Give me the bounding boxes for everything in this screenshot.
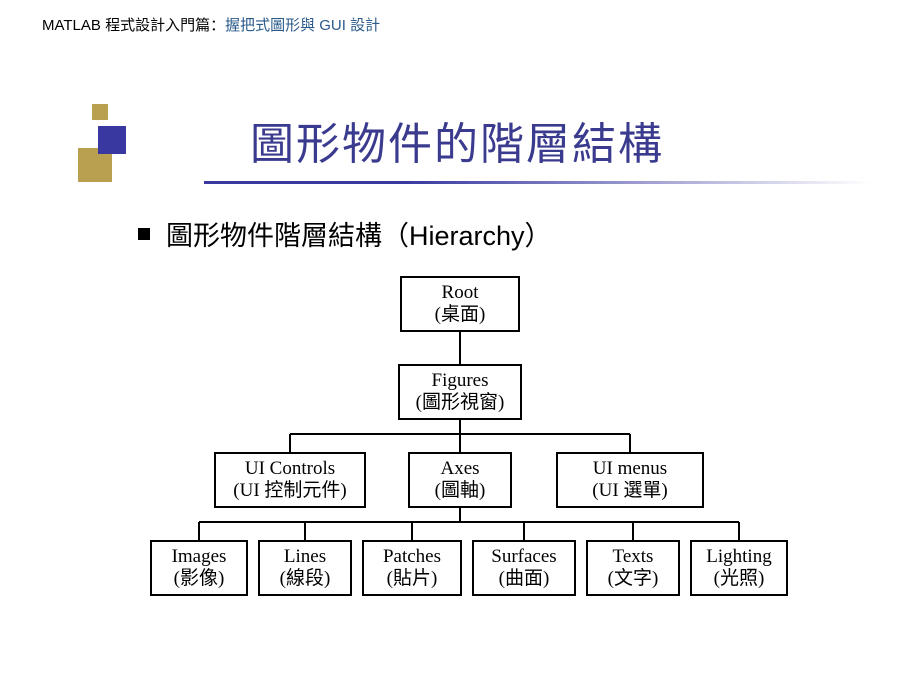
tree-node-uictrl: UI Controls(UI 控制元件) [214,452,366,508]
node-label-zh: (UI 選單) [564,480,696,502]
tree-node-surfaces: Surfaces(曲面) [472,540,576,596]
node-label-en: Figures [406,370,514,392]
node-label-en: Surfaces [480,546,568,568]
tree-node-figures: Figures(圖形視窗) [398,364,522,420]
node-label-zh: (桌面) [408,304,512,326]
tree-node-lines: Lines(線段) [258,540,352,596]
tree-node-uimenus: UI menus(UI 選單) [556,452,704,508]
tree-node-patches: Patches(貼片) [362,540,462,596]
node-label-en: UI Controls [222,458,358,480]
node-label-en: Lines [266,546,344,568]
node-label-en: Images [158,546,240,568]
header-separator: ： [210,17,225,34]
title-underline [204,181,870,184]
title-decor-icon [78,90,120,190]
node-label-zh: (線段) [266,568,344,590]
bullet-text: 圖形物件階層結構（Hierarchy） [166,214,552,253]
node-label-zh: (UI 控制元件) [222,480,358,502]
node-label-zh: (貼片) [370,568,454,590]
tree-node-lighting: Lighting(光照) [690,540,788,596]
node-label-en: Root [408,282,512,304]
header-sub: 握把式圖形與 GUI 設計 [225,17,380,34]
node-label-zh: (影像) [158,568,240,590]
node-label-zh: (圖形視窗) [406,392,514,414]
decor-square [98,126,126,154]
bullet-row: 圖形物件階層結構（Hierarchy） [138,214,552,253]
tree-node-images: Images(影像) [150,540,248,596]
node-label-zh: (圖軸) [416,480,504,502]
node-label-en: Texts [594,546,672,568]
node-label-zh: (光照) [698,568,780,590]
node-label-en: Axes [416,458,504,480]
slide-title-block: 圖形物件的階層結構 [78,90,880,190]
decor-square [92,104,108,120]
node-label-zh: (曲面) [480,568,568,590]
bullet-marker-icon [138,228,150,240]
node-label-en: UI menus [564,458,696,480]
page-header: MATLAB 程式設計入門篇：握把式圖形與 GUI 設計 [0,0,920,35]
slide-title: 圖形物件的階層結構 [250,108,664,190]
node-label-zh: (文字) [594,568,672,590]
header-main: MATLAB 程式設計入門篇 [42,17,210,34]
node-label-en: Patches [370,546,454,568]
tree-node-root: Root(桌面) [400,276,520,332]
tree-node-axes: Axes(圖軸) [408,452,512,508]
tree-node-texts: Texts(文字) [586,540,680,596]
node-label-en: Lighting [698,546,780,568]
hierarchy-diagram: Root(桌面) Figures(圖形視窗) UI Controls(UI 控制元件… [0,270,920,670]
